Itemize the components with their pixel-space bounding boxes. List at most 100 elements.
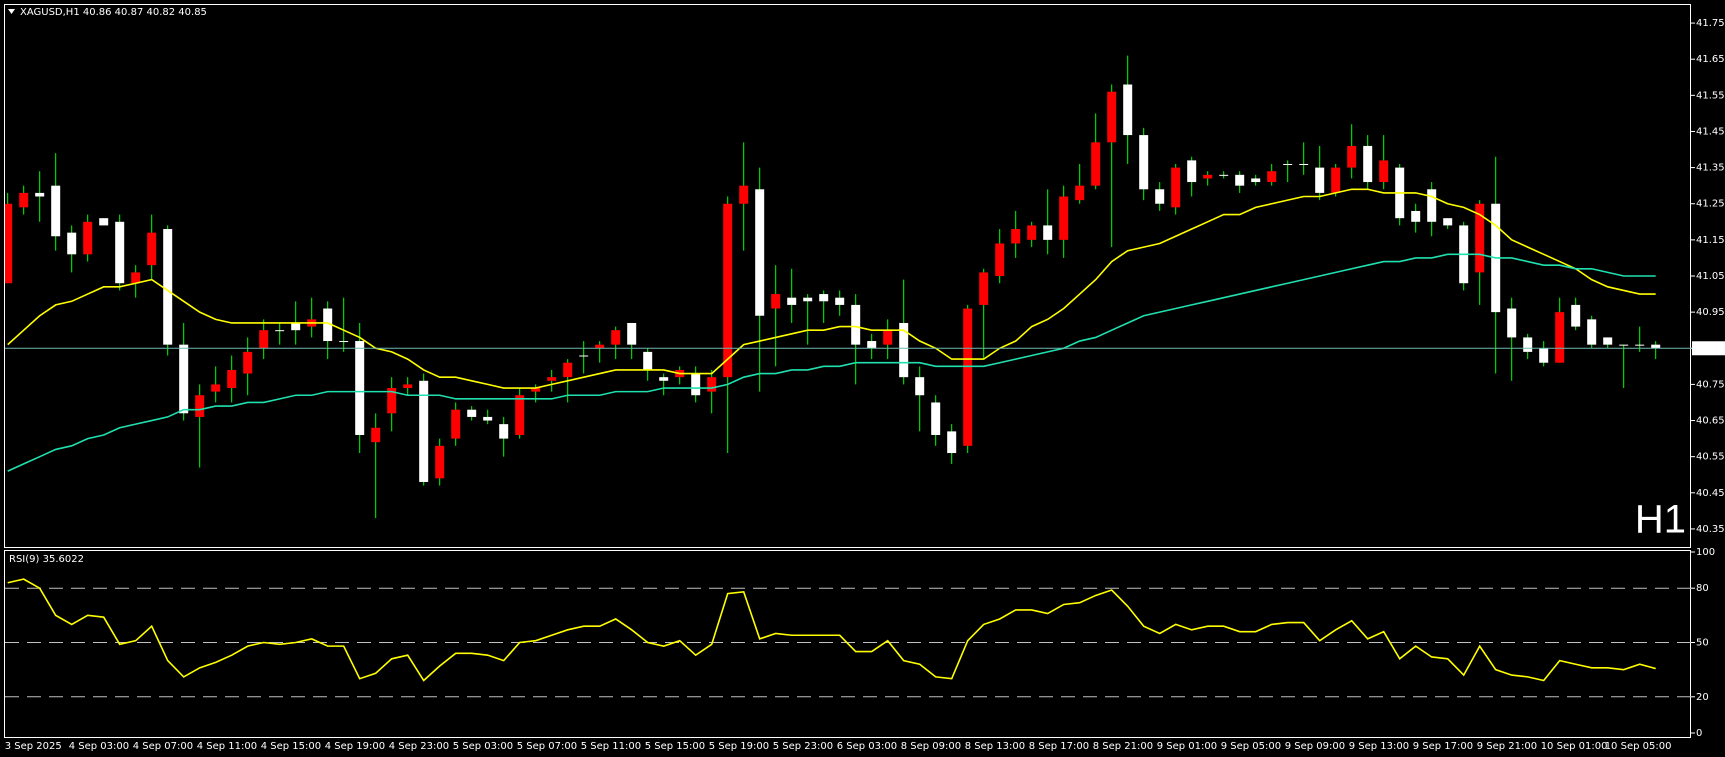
candle-body xyxy=(339,341,349,343)
candle-body xyxy=(579,355,589,357)
x-tick-label: 4 Sep 07:00 xyxy=(133,741,193,752)
y-tick-label: 40.35 xyxy=(1696,524,1725,535)
candle-body xyxy=(787,297,797,305)
candle-body xyxy=(1123,84,1133,136)
moving-average-line xyxy=(7,188,1656,389)
rsi-title: RSI(9) 35.6022 xyxy=(9,554,84,565)
x-tick-label: 9 Sep 09:00 xyxy=(1285,741,1345,752)
candle-body xyxy=(1411,210,1421,222)
candle-body xyxy=(259,330,269,349)
candle-body xyxy=(291,322,301,331)
candle-body xyxy=(51,185,61,237)
candle-body xyxy=(1635,344,1645,346)
current-price-label: 40.85 xyxy=(1696,343,1725,354)
candle-body xyxy=(1187,160,1197,183)
x-tick-label: 5 Sep 23:00 xyxy=(773,741,833,752)
candle-body xyxy=(803,297,813,302)
main-plot xyxy=(5,55,1691,519)
candle-body xyxy=(499,424,509,439)
candle-body xyxy=(1651,344,1661,349)
candle-body xyxy=(403,384,413,389)
x-tick-label: 8 Sep 13:00 xyxy=(965,741,1025,752)
candle-body xyxy=(563,362,573,378)
candle-body xyxy=(1523,337,1533,352)
candle-body xyxy=(1331,167,1341,193)
candle-body xyxy=(211,384,221,392)
candle-body xyxy=(35,192,45,197)
x-tick-label: 6 Sep 03:00 xyxy=(837,741,897,752)
candle-body xyxy=(1603,337,1613,345)
candle-body xyxy=(1219,174,1229,176)
x-tick-label: 5 Sep 07:00 xyxy=(517,741,577,752)
rsi-line xyxy=(7,578,1656,682)
candle-body xyxy=(115,221,125,284)
y-tick-label: 41.15 xyxy=(1696,235,1725,246)
x-tick-label: 4 Sep 11:00 xyxy=(197,741,257,752)
y-tick-label: 41.75 xyxy=(1696,18,1725,29)
candle-body xyxy=(1587,319,1597,345)
x-tick-label: 10 Sep 01:00 xyxy=(1541,741,1608,752)
rsi-panel-frame xyxy=(4,550,1691,738)
y-tick-label: 40.95 xyxy=(1696,307,1725,318)
x-tick-label: 8 Sep 09:00 xyxy=(901,741,961,752)
y-tick-label: 40.65 xyxy=(1696,416,1725,427)
candle-body xyxy=(883,330,893,345)
candle-body xyxy=(1027,225,1037,240)
candle-body xyxy=(723,203,733,378)
x-tick-label: 8 Sep 17:00 xyxy=(1029,741,1089,752)
y-tick-label: 41.25 xyxy=(1696,199,1725,210)
candle-body xyxy=(83,221,93,255)
x-tick-label: 4 Sep 23:00 xyxy=(389,741,449,752)
y-tick-label: 41.35 xyxy=(1696,163,1725,174)
candle-body xyxy=(627,322,637,345)
candle-body xyxy=(5,203,13,284)
candle-body xyxy=(1427,189,1437,222)
rsi-plot xyxy=(5,578,1691,698)
candle-body xyxy=(243,351,253,374)
candle-body xyxy=(1107,91,1117,143)
candle-body xyxy=(531,388,541,392)
x-tick-label: 4 Sep 15:00 xyxy=(261,741,321,752)
y-tick-label: 41.55 xyxy=(1696,90,1725,101)
x-tick-label: 5 Sep 15:00 xyxy=(645,741,705,752)
x-tick-label: 4 Sep 03:00 xyxy=(69,741,129,752)
y-tick-label: 41.05 xyxy=(1696,271,1725,282)
x-tick-label: 9 Sep 01:00 xyxy=(1157,741,1217,752)
candle-body xyxy=(147,232,157,266)
candle-body xyxy=(195,395,205,417)
candle-body xyxy=(659,377,669,381)
x-tick-label: 5 Sep 19:00 xyxy=(709,741,769,752)
candle-body xyxy=(387,388,397,414)
candle-body xyxy=(963,308,973,446)
candle-body xyxy=(979,272,989,305)
candle-body xyxy=(691,373,701,396)
candle-body xyxy=(163,229,173,345)
candle-body xyxy=(1347,145,1357,168)
candle-body xyxy=(1171,167,1181,208)
x-tick-label: 4 Sep 19:00 xyxy=(325,741,385,752)
x-tick-label: 5 Sep 03:00 xyxy=(453,741,513,752)
candle-body xyxy=(915,377,925,396)
candle-body xyxy=(1235,174,1245,186)
x-tick-label: 5 Sep 11:00 xyxy=(581,741,641,752)
candle-body xyxy=(1267,171,1277,183)
candle-body xyxy=(771,294,781,309)
candle-body xyxy=(707,377,717,392)
candle-body xyxy=(179,344,189,414)
candle-body xyxy=(323,308,333,342)
x-tick-label: 10 Sep 05:00 xyxy=(1605,741,1672,752)
symbol-menu-icon[interactable] xyxy=(8,9,15,14)
timeframe-watermark: H1 xyxy=(1635,498,1686,542)
x-tick-label: 9 Sep 17:00 xyxy=(1413,741,1473,752)
candle-body xyxy=(851,304,861,345)
y-tick-label: 0 xyxy=(1696,728,1702,739)
candle-body xyxy=(1363,145,1373,183)
moving-average-line xyxy=(7,253,1656,472)
candle-body xyxy=(1043,225,1053,240)
candle-body xyxy=(1075,185,1085,201)
x-tick-label: 9 Sep 21:00 xyxy=(1477,741,1537,752)
y-tick-label: 41.65 xyxy=(1696,54,1725,65)
candle-body xyxy=(1571,304,1581,327)
y-tick-label: 40.45 xyxy=(1696,488,1725,499)
